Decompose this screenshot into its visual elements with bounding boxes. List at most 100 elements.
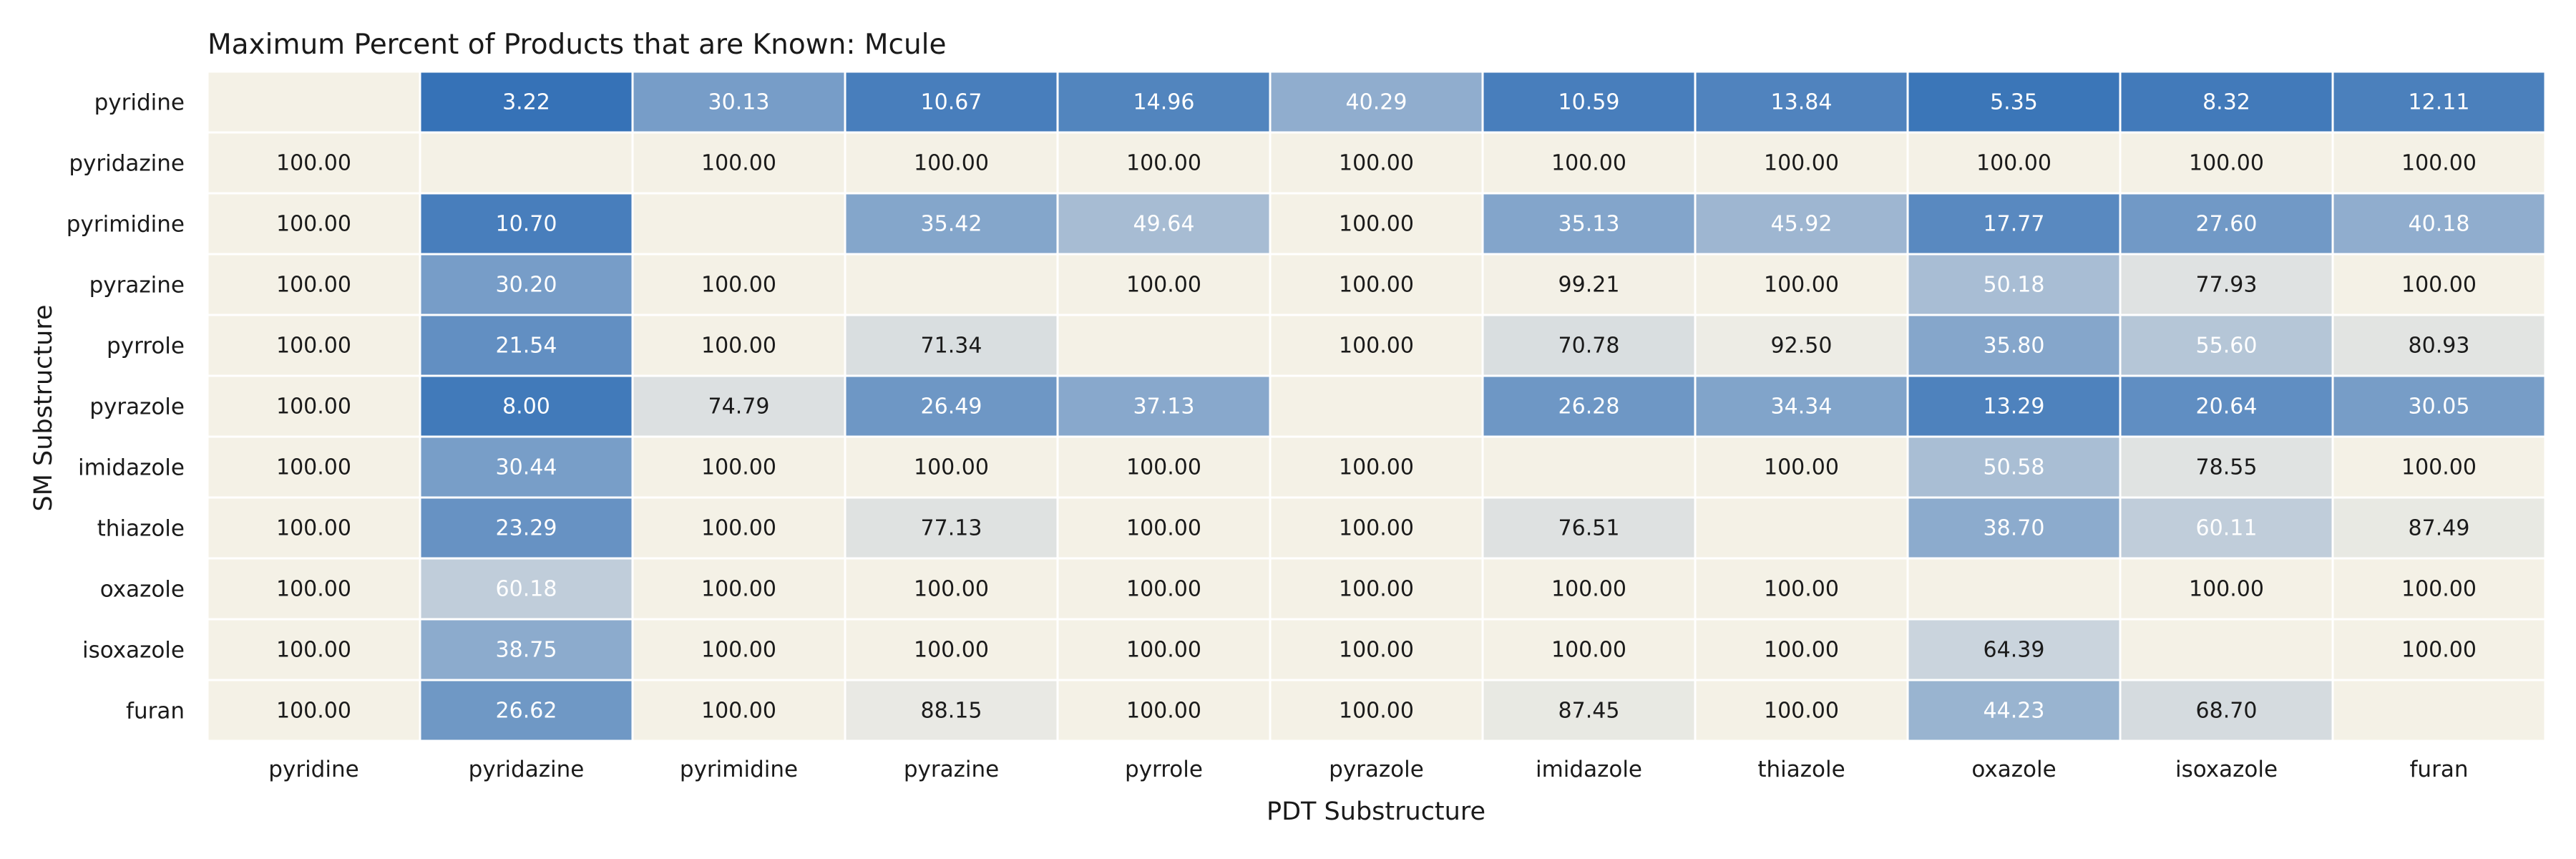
data-label: 40.29 — [1346, 90, 1407, 115]
heatmap-cell-isoxazole-pyrazole — [1269, 618, 1484, 681]
data-label: 100.00 — [701, 699, 776, 724]
x-tick-label: pyrrole — [1125, 757, 1203, 782]
heatmap-cell-thiazole-pyrimidine — [631, 496, 847, 560]
data-label: 44.23 — [1984, 699, 2045, 724]
data-label: 20.64 — [2196, 394, 2258, 419]
data-label: 13.29 — [1984, 394, 2045, 419]
data-label: 100.00 — [1339, 334, 1414, 359]
data-label: 100.00 — [1764, 273, 1839, 298]
data-label: 14.96 — [1133, 90, 1195, 115]
heatmap-cell-thiazole-pyridazine — [419, 496, 634, 560]
heatmap-cell-furan-oxazole — [1906, 679, 2122, 742]
data-label: 5.35 — [1990, 90, 2038, 115]
data-label: 3.22 — [502, 90, 550, 115]
data-label: 100.00 — [1339, 516, 1414, 541]
heatmap-cell-thiazole-oxazole — [1906, 496, 2122, 560]
heatmap-cell-pyrazole-pyrazole — [1269, 374, 1484, 438]
data-label: 80.93 — [2409, 334, 2470, 359]
y-tick-label: thiazole — [97, 516, 185, 542]
x-tick-labels: pyridine pyridazine pyrimidine pyrazine pyrr… — [268, 757, 2468, 782]
heatmap-cell-oxazole-pyrazine — [844, 557, 1059, 621]
heatmap-cell-pyrrole-pyrrole — [1056, 314, 1272, 377]
heatmap-cell-pyrimidine-pyridine — [206, 192, 421, 256]
heatmap-cell-pyrazole-pyrimidine — [631, 374, 847, 438]
heatmap-cells: 3.22 30.13 10.67 14.96 40.29 10.59 13.84 5.35 8.… — [206, 70, 2547, 742]
data-label: 21.54 — [496, 334, 557, 359]
data-label: 27.60 — [2196, 212, 2258, 237]
data-label: 100.00 — [276, 394, 351, 419]
heatmap-cell-pyridazine-isoxazole — [2119, 131, 2334, 195]
data-label: 100.00 — [1764, 151, 1839, 176]
data-label: 100.00 — [701, 577, 776, 602]
heatmap-cell-pyridine-pyridine — [206, 70, 421, 134]
data-label: 100.00 — [1126, 455, 1201, 480]
y-tick-label: pyrazole — [89, 394, 185, 420]
heatmap-cell-isoxazole-imidazole — [1481, 618, 1697, 681]
heatmap-cell-pyrrole-pyrazole — [1269, 314, 1484, 377]
heatmap-cell-oxazole-pyrrole — [1056, 557, 1272, 621]
data-label: 100.00 — [276, 577, 351, 602]
heatmap-cell-furan-pyrimidine — [631, 679, 847, 742]
data-label: 100.00 — [1339, 151, 1414, 176]
data-label: 50.58 — [1984, 455, 2045, 480]
data-label: 92.50 — [1771, 334, 1833, 359]
data-label: 100.00 — [1126, 577, 1201, 602]
data-label: 100.00 — [276, 334, 351, 359]
data-label: 100.00 — [2401, 151, 2477, 176]
data-label: 100.00 — [1126, 273, 1201, 298]
heatmap-cell-pyrazine-isoxazole — [2119, 253, 2334, 316]
heatmap-cell-thiazole-furan — [2331, 496, 2547, 560]
data-label: 100.00 — [276, 151, 351, 176]
data-label: 49.64 — [1133, 212, 1195, 237]
heatmap-cell-thiazole-pyrrole — [1056, 496, 1272, 560]
heatmap-cell-pyridazine-pyridazine — [419, 131, 634, 195]
data-label: 88.15 — [921, 699, 982, 724]
heatmap-cell-pyridine-furan — [2331, 70, 2547, 134]
data-label: 76.51 — [1558, 516, 1620, 541]
heatmap-cell-pyrazine-thiazole — [1694, 253, 1909, 316]
data-label: 100.00 — [701, 334, 776, 359]
data-label: 100.00 — [2189, 577, 2264, 602]
data-label: 10.59 — [1558, 90, 1620, 115]
data-label: 10.67 — [921, 90, 982, 115]
x-tick-label: pyrimidine — [680, 757, 798, 782]
heatmap-cell-imidazole-imidazole — [1481, 435, 1697, 499]
data-label: 71.34 — [921, 334, 982, 359]
heatmap-cell-furan-furan — [2331, 679, 2547, 742]
heatmap-cell-pyrazole-pyrrole — [1056, 374, 1272, 438]
data-label: 77.93 — [2196, 273, 2258, 298]
data-label: 34.34 — [1771, 394, 1833, 419]
heatmap-cell-furan-isoxazole — [2119, 679, 2334, 742]
heatmap-cell-pyrrole-furan — [2331, 314, 2547, 377]
data-label: 50.18 — [1984, 273, 2045, 298]
data-label: 100.00 — [1764, 699, 1839, 724]
data-label: 100.00 — [1764, 455, 1839, 480]
heatmap-cell-imidazole-pyridine — [206, 435, 421, 499]
data-label: 100.00 — [2189, 151, 2264, 176]
data-label: 45.92 — [1771, 212, 1833, 237]
x-tick-label: isoxazole — [2175, 757, 2278, 782]
heatmap-cell-pyridazine-thiazole — [1694, 131, 1909, 195]
heatmap-cell-imidazole-isoxazole — [2119, 435, 2334, 499]
x-tick-label: pyrazole — [1329, 757, 1424, 782]
data-label: 99.21 — [1558, 273, 1620, 298]
data-label: 100.00 — [701, 516, 776, 541]
data-label: 100.00 — [1339, 273, 1414, 298]
y-tick-label: pyrrole — [107, 334, 185, 359]
heatmap-cell-oxazole-oxazole — [1906, 557, 2122, 621]
chart-title: Maximum Percent of Products that are Kno… — [208, 29, 947, 61]
heatmap-cell-pyrimidine-furan — [2331, 192, 2547, 256]
heatmap-cell-pyridazine-imidazole — [1481, 131, 1697, 195]
data-label: 26.28 — [1558, 394, 1620, 419]
heatmap-cell-pyrazole-pyridine — [206, 374, 421, 438]
data-label: 100.00 — [914, 455, 989, 480]
heatmap-cell-pyrimidine-pyrimidine — [631, 192, 847, 256]
heatmap-cell-pyrrole-imidazole — [1481, 314, 1697, 377]
data-label: 55.60 — [2196, 334, 2258, 359]
heatmap-cell-pyrimidine-pyrazine — [844, 192, 1059, 256]
data-label: 37.13 — [1133, 394, 1195, 419]
data-label: 30.44 — [496, 455, 557, 480]
heatmap-cell-furan-thiazole — [1694, 679, 1909, 742]
data-label: 100.00 — [276, 455, 351, 480]
heatmap-cell-pyridine-imidazole — [1481, 70, 1697, 134]
